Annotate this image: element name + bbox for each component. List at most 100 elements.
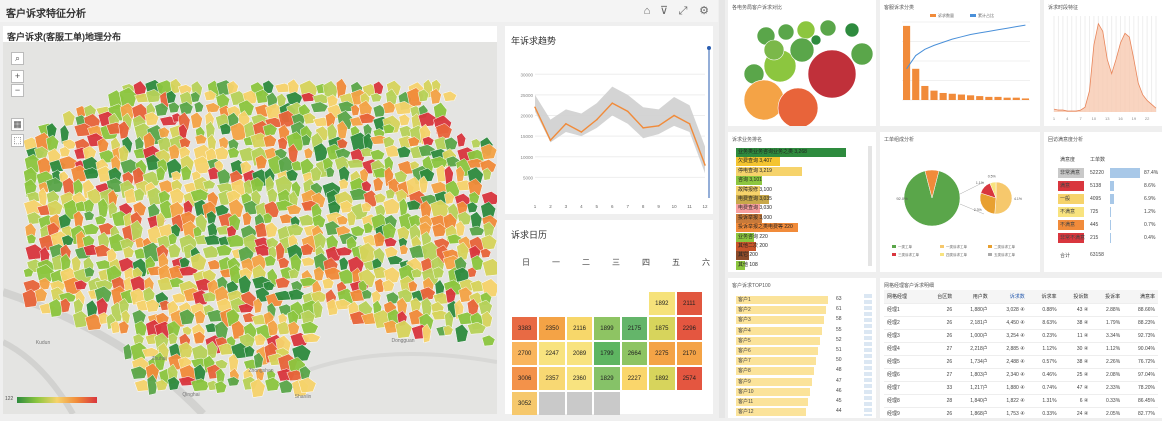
calendar-day-cell[interactable]: 2247 — [539, 342, 565, 365]
calendar-day-cell[interactable]: 1875 — [649, 317, 675, 340]
ranking-bar[interactable]: 投诉举报之类电费等 220 — [736, 223, 798, 233]
calendar-day-cell[interactable]: 2574 — [676, 367, 702, 390]
top100-bar[interactable]: 客户9 — [736, 377, 812, 386]
top100-bar[interactable]: 客户6 — [736, 347, 818, 355]
bubble[interactable] — [777, 23, 795, 41]
filter-icon[interactable]: ⊽ — [659, 5, 669, 17]
calendar-day-cell[interactable]: 3052 — [512, 392, 538, 415]
bubble[interactable] — [819, 19, 837, 37]
top100-scrollbar[interactable] — [864, 294, 872, 416]
column-header[interactable]: 台区数 — [923, 290, 956, 304]
column-header[interactable]: 诉求率 — [1027, 290, 1060, 304]
table-row[interactable]: 经理4 27 2,218户 2,885 ④ 1.12% 30 ④ 1.12% 90.04% — [884, 342, 1158, 356]
top100-bar[interactable]: 客户1 — [736, 296, 828, 304]
column-header[interactable]: 投诉率 — [1091, 290, 1124, 304]
ranking-bar[interactable]: 其他二次 200 — [736, 242, 768, 251]
calendar-day-cell[interactable]: 2357 — [539, 367, 565, 390]
calendar-day-cell[interactable]: 2227 — [621, 367, 648, 390]
calendar-day-cell[interactable]: 1829 — [594, 367, 620, 390]
calendar-day-cell[interactable]: 3006 — [512, 367, 538, 390]
map-search-icon[interactable]: ⌕ — [11, 52, 24, 65]
ranking-bar[interactable]: 投诉举报 3,000 — [736, 213, 772, 223]
bubble[interactable] — [777, 87, 819, 126]
ranking-bar[interactable]: 咨询 3,101 — [736, 176, 763, 186]
bubble[interactable] — [844, 22, 860, 38]
bubble[interactable] — [743, 79, 785, 121]
pie-slice[interactable] — [903, 170, 961, 227]
pie-slice[interactable] — [924, 169, 940, 199]
column-header[interactable]: 网格经理 — [884, 290, 924, 304]
table-row[interactable]: 经理6 27 1,803户 2,340 ④ 0.46% 25 ④ 2.08% 97.04% — [884, 368, 1158, 382]
ranking-bar[interactable]: 其他 108 — [736, 260, 758, 270]
ranking-bar[interactable]: 业务类业务咨询业务之类 3,268 — [736, 148, 846, 157]
table-row[interactable]: 经理2 26 2,181户 4,450 ④ 8.63% 38 ④ 1.79% 88.23% — [884, 316, 1158, 330]
table-row[interactable]: 经理9 26 1,868户 1,753 ④ 0.33% 24 ④ 2.05% 82.77% — [884, 407, 1158, 421]
fullscreen-icon[interactable]: ⤢ — [678, 5, 688, 17]
calendar-day-cell[interactable]: 2296 — [676, 317, 702, 340]
calendar-day-cell[interactable]: 1899 — [594, 317, 620, 340]
calendar-day-cell[interactable]: 1892 — [649, 292, 675, 315]
pie-slice[interactable] — [994, 181, 1013, 215]
ranking-bar[interactable]: 电费查询 3,035 — [736, 195, 772, 204]
pie-slice[interactable] — [979, 192, 997, 215]
ranking-bar[interactable]: 其它 200 — [736, 251, 758, 261]
ranking-bar[interactable]: 业务咨询 220 — [736, 232, 768, 242]
bubble[interactable] — [810, 34, 822, 46]
bubble[interactable] — [763, 39, 785, 61]
top100-bar[interactable]: 客户8 — [736, 367, 814, 376]
column-header[interactable]: 投诉数 — [1059, 290, 1092, 304]
calendar-day-cell[interactable]: 2360 — [566, 367, 593, 390]
calendar-day-cell[interactable]: 2275 — [649, 342, 675, 365]
calendar-day-cell[interactable]: 2111 — [676, 292, 702, 315]
top100-bar[interactable]: 客户10 — [736, 387, 810, 396]
table-row[interactable]: 经理3 26 1,000户 3,254 ④ 0.23% 11 ④ 3.34% 92.73% — [884, 329, 1158, 343]
calendar-day-cell[interactable]: 2700 — [512, 342, 538, 365]
top100-bar[interactable]: 客户12 — [736, 408, 806, 417]
calendar-day-cell[interactable]: 3383 — [512, 317, 538, 340]
ranking-scrollbar[interactable] — [868, 146, 872, 266]
bubble-chart[interactable] — [728, 0, 876, 126]
calendar-day-cell[interactable]: 2089 — [566, 342, 593, 365]
column-header[interactable]: 诉求数 — [990, 290, 1028, 304]
calendar-day-cell[interactable]: 2170 — [676, 342, 702, 365]
top100-bar[interactable]: 客户7 — [736, 357, 816, 366]
zoom-out-button[interactable]: − — [11, 84, 24, 97]
map-region — [145, 298, 160, 313]
workorder-pie-chart[interactable]: 92.0% 4.1% 2.3% 1.1% 0.5% 一类工单 一类诉求工单 二类诉求工单三类诉… — [880, 132, 1040, 272]
pie-slice[interactable] — [989, 181, 997, 199]
bubble[interactable] — [807, 49, 857, 99]
map-layer-icon[interactable]: ▦ — [11, 118, 24, 131]
map-select-icon[interactable]: ⬚ — [11, 134, 24, 147]
top100-bar[interactable]: 客户3 — [736, 316, 824, 325]
calendar-day-cell[interactable]: 1799 — [594, 342, 620, 365]
top100-bar[interactable]: 客户5 — [736, 336, 820, 345]
map-region — [455, 220, 466, 237]
satisfaction-title: 回访满意度分析 — [1048, 137, 1084, 143]
calendar-day-cell[interactable]: 1892 — [649, 367, 675, 390]
top100-bar[interactable]: 客户11 — [736, 398, 808, 406]
top100-bar[interactable]: 客户2 — [736, 306, 826, 315]
series-point — [565, 122, 567, 125]
top100-bar[interactable]: 客户4 — [736, 326, 822, 335]
settings-icon[interactable]: ⚙ — [699, 5, 709, 17]
calendar-day-cell[interactable]: 2350 — [539, 317, 565, 340]
ranking-bar[interactable]: 电费查询 3,030 — [736, 204, 772, 214]
column-header[interactable]: 用户数 — [955, 290, 991, 304]
bubble[interactable] — [850, 42, 874, 66]
column-header[interactable]: 满意率 — [1123, 290, 1158, 304]
calendar-day-cell[interactable]: 2116 — [566, 317, 593, 340]
ranking-bar[interactable]: 停电查询 3,219 — [736, 166, 802, 176]
zoom-in-button[interactable]: + — [11, 70, 24, 83]
table-row[interactable]: 经理7 33 1,217户 1,880 ④ 0.74% 47 ④ 2.33% 78.20% — [884, 381, 1158, 395]
bubble[interactable] — [789, 37, 815, 63]
ranking-bar[interactable]: 故障报修 3,100 — [736, 185, 772, 195]
calendar-day-cell[interactable]: 2175 — [621, 317, 648, 340]
table-row[interactable]: 经理5 26 1,734户 2,488 ④ 0.57% 38 ④ 2.26% 76.72% — [884, 355, 1158, 369]
calendar-day-cell[interactable]: 2664 — [621, 342, 648, 365]
choropleth-map[interactable]: Kudun Zhuhai Zhongshan Qinghai Shanlin Donggu… — [3, 42, 497, 414]
ranking-bar[interactable]: 欠费查询 3,407 — [736, 157, 780, 167]
table-row[interactable]: 经理8 28 1,840户 1,822 ④ 1.31% 6 ④ 0.33% 86.45% — [884, 394, 1158, 408]
table-row[interactable]: 经理1 26 1,880户 3,028 ④ 0.88% 43 ④ 2.88% 88.66% — [884, 303, 1158, 317]
map-region — [466, 321, 487, 335]
home-icon[interactable]: ⌂ — [643, 5, 651, 17]
